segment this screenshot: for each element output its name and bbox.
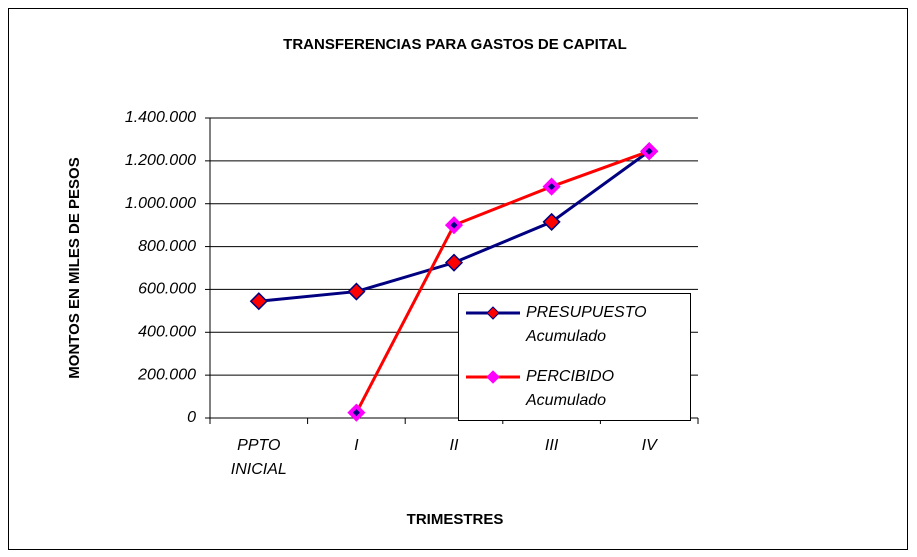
- y-tick-label: 1.400.000: [125, 109, 196, 126]
- y-axis-title: MONTOS EN MILES DE PESOS: [66, 157, 83, 378]
- x-tick-label: III: [544, 437, 559, 454]
- marker-core: [450, 259, 458, 267]
- y-tick-label: 600.000: [138, 281, 196, 298]
- legend-marker: [486, 306, 500, 320]
- marker-core: [352, 288, 360, 296]
- x-axis-title: TRIMESTRES: [407, 511, 504, 528]
- y-tick-label: 1.200.000: [125, 152, 196, 169]
- line: [355, 149, 650, 414]
- x-tick-label: PPTO INICIAL: [230, 437, 287, 478]
- y-tick-label: 0: [187, 409, 196, 426]
- chart-border: [8, 8, 908, 550]
- marker-core: [645, 147, 653, 155]
- y-tick-label: 800.000: [138, 238, 196, 255]
- marker-core: [548, 218, 556, 226]
- chart-title: TRANSFERENCIAS PARA GASTOS DE CAPITAL: [283, 36, 627, 53]
- y-tick-label: 200.000: [137, 366, 196, 383]
- x-tick-label: I: [354, 437, 359, 454]
- marker-core: [255, 297, 263, 305]
- legend-label: PRESUPUESTO Acumulado: [526, 304, 647, 345]
- legend-marker: [486, 370, 500, 384]
- y-tick-label: 1.000.000: [125, 195, 196, 212]
- y-tick-label: 400.000: [138, 324, 196, 341]
- marker-core: [450, 221, 458, 229]
- marker-core: [352, 409, 360, 417]
- x-tick-label: II: [449, 437, 459, 454]
- x-tick-label: IV: [641, 437, 657, 454]
- marker-core: [548, 183, 556, 191]
- legend-label: PERCIBIDO Acumulado: [526, 368, 615, 409]
